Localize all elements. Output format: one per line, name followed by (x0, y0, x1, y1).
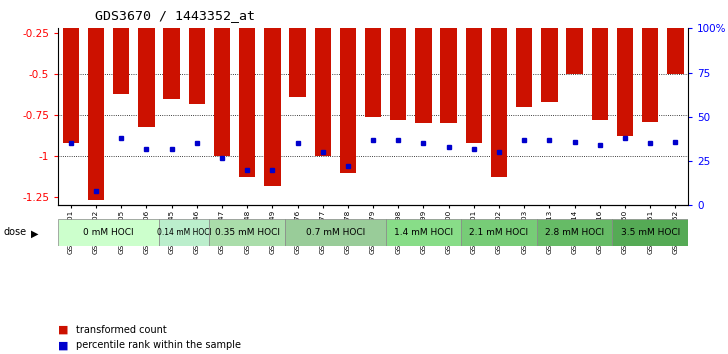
Text: 0.35 mM HOCl: 0.35 mM HOCl (215, 228, 280, 237)
Bar (163, 28, 180, 99)
Bar (340, 28, 356, 172)
Bar (541, 28, 558, 102)
Text: 0.14 mM HOCl: 0.14 mM HOCl (157, 228, 212, 237)
Bar (88, 28, 104, 200)
Bar (264, 28, 280, 185)
Text: 0 mM HOCl: 0 mM HOCl (83, 228, 134, 237)
Bar (239, 28, 256, 177)
Text: 2.8 mM HOCl: 2.8 mM HOCl (545, 228, 604, 237)
Text: GDS3670 / 1443352_at: GDS3670 / 1443352_at (95, 9, 255, 22)
Bar (285, 219, 386, 246)
Text: ■: ■ (58, 325, 68, 335)
Text: ■: ■ (58, 340, 68, 350)
Text: dose: dose (4, 227, 27, 237)
Bar (138, 28, 154, 127)
Text: transformed count: transformed count (76, 325, 167, 335)
Bar (314, 28, 331, 156)
Bar (386, 219, 462, 246)
Bar (537, 219, 612, 246)
Bar (390, 28, 406, 120)
Bar (214, 28, 230, 156)
Text: 3.5 mM HOCl: 3.5 mM HOCl (620, 228, 680, 237)
Bar (210, 219, 285, 246)
Bar (516, 28, 532, 107)
Bar (642, 28, 658, 122)
Bar (462, 219, 537, 246)
Bar (415, 28, 432, 124)
Bar (159, 219, 210, 246)
Bar (113, 28, 130, 94)
Text: ▶: ▶ (31, 229, 38, 239)
Text: percentile rank within the sample: percentile rank within the sample (76, 340, 242, 350)
Text: 0.7 mM HOCl: 0.7 mM HOCl (306, 228, 365, 237)
Bar (491, 28, 507, 177)
Bar (617, 28, 633, 137)
Bar (365, 28, 381, 117)
Bar (63, 28, 79, 143)
Bar (440, 28, 457, 124)
Bar (592, 28, 608, 120)
Bar (189, 28, 205, 104)
Bar (566, 28, 583, 74)
Text: 2.1 mM HOCl: 2.1 mM HOCl (470, 228, 529, 237)
Text: 1.4 mM HOCl: 1.4 mM HOCl (394, 228, 453, 237)
Bar (466, 28, 482, 143)
Bar (667, 28, 684, 74)
Bar (289, 28, 306, 97)
Bar (58, 219, 159, 246)
Bar (612, 219, 688, 246)
